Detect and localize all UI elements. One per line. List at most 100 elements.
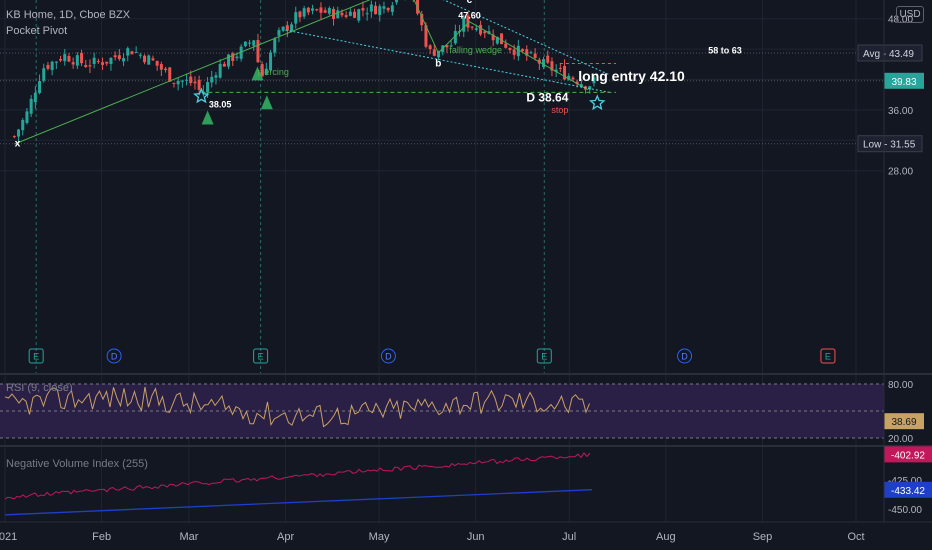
candle-body [470, 26, 474, 28]
candle-body [369, 4, 373, 12]
indicator-title: Pocket Pivot [6, 25, 68, 37]
pocket-pivot-marker [260, 95, 273, 110]
star-marker [588, 94, 606, 111]
candle-body [348, 11, 352, 16]
candle-body [546, 55, 550, 63]
rsi-tick-label: 20.00 [888, 434, 913, 445]
candle-body [67, 56, 71, 62]
event-badge [536, 348, 552, 364]
candle-body [453, 30, 457, 44]
candle-body [449, 45, 453, 47]
candle-body [571, 77, 575, 80]
price-tick-label: 48.00 [888, 15, 913, 26]
xa-trendline [14, 0, 371, 145]
event-badge-label: D [385, 352, 392, 362]
time-tick-label: Oct [847, 531, 864, 543]
candle-body [281, 26, 285, 31]
candle-body [101, 62, 105, 65]
candle-body [126, 48, 130, 56]
chart-annotation: 47.60 [458, 11, 481, 21]
event-badge-label: D [111, 352, 118, 362]
candle-body [122, 58, 126, 62]
event-badge [380, 348, 396, 364]
event-badge [28, 348, 44, 364]
candle-body [302, 8, 306, 17]
ab-trendline [413, 0, 439, 54]
candle-body [218, 63, 222, 78]
candle-body [319, 7, 323, 13]
star-marker [193, 87, 210, 104]
bc-trendline [437, 21, 470, 54]
candle-body [243, 41, 247, 47]
chart-annotation: 38.05 [209, 100, 232, 110]
nvi-title: Negative Volume Index (255) [6, 458, 148, 470]
candle-body [579, 84, 583, 87]
candle-body [390, 5, 394, 12]
candle-body [290, 24, 294, 32]
candle-body [96, 60, 100, 62]
currency-badge[interactable]: USD [896, 6, 924, 23]
candle-body [227, 54, 231, 67]
candle-body [491, 34, 495, 41]
candle-body [138, 54, 142, 56]
candle-body [88, 65, 92, 67]
candle-body [428, 45, 432, 50]
candle-body [311, 8, 315, 11]
candle-body [235, 56, 239, 59]
candle-body [260, 64, 264, 77]
time-tick-label: Sep [753, 531, 773, 543]
nvi-tick-label: -425.00 [888, 476, 922, 487]
candle-body [563, 66, 567, 80]
candle-body [180, 80, 184, 82]
candle-body [508, 48, 512, 50]
candle-body [134, 52, 138, 54]
candle-body [172, 82, 176, 84]
event-badge [106, 348, 122, 364]
candle-body [189, 76, 193, 84]
candle-body [512, 49, 516, 55]
candle-body [386, 8, 390, 11]
nvi-ema-value-box [884, 481, 932, 498]
chart-annotation: c [467, 0, 473, 6]
candle-body [109, 57, 113, 64]
candle-body [533, 53, 537, 58]
event-badge-label: E [33, 352, 39, 362]
candle-body [445, 45, 449, 48]
cd-trendline [469, 21, 589, 91]
time-tick-label: Feb [92, 531, 111, 543]
time-tick-label: Mar [179, 531, 198, 543]
chart-annotation: piercing [257, 67, 289, 77]
pocket-pivot-marker [201, 110, 214, 125]
candle-body [353, 11, 357, 18]
event-badge-label: D [681, 352, 688, 362]
candle-body [248, 42, 252, 44]
event-badge [677, 348, 693, 364]
candle-body [239, 46, 243, 59]
symbol-title: KB Home, 1D, Cboe BZX [6, 9, 131, 21]
wedge-lower [285, 29, 610, 93]
chart-annotation: 58 to 63 [708, 46, 742, 56]
rsi-value-box [884, 413, 924, 430]
candle-body [504, 43, 508, 48]
nvi-ema-line [4, 489, 593, 516]
candle-body [462, 17, 466, 32]
event-badge [253, 348, 269, 364]
candle-body [42, 68, 46, 81]
candle-body [529, 52, 533, 54]
chart-annotation: falling wedge [449, 45, 502, 55]
candle-body [374, 5, 378, 15]
candle-body [567, 75, 571, 80]
candle-body [361, 8, 365, 11]
candle-body [315, 9, 319, 11]
price-label-text: Avg - 43.49 [863, 49, 914, 60]
nvi-ema-value-label: -433.42 [891, 486, 925, 497]
candle-body [164, 68, 168, 71]
candle-body [264, 68, 268, 75]
candle-body [365, 13, 369, 15]
candle-body [298, 11, 302, 18]
candle-body [193, 81, 197, 84]
candle-body [50, 61, 54, 70]
chart-annotation: b [435, 59, 441, 70]
